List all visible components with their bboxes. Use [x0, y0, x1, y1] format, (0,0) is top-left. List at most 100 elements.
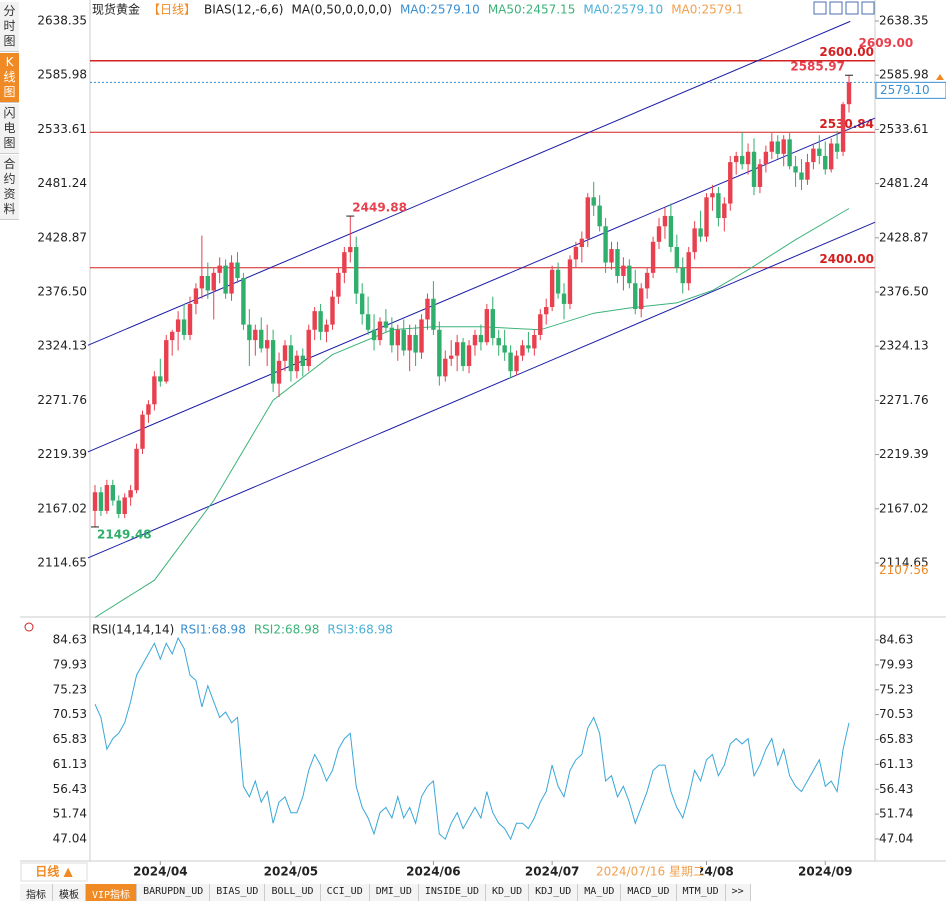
candle-body — [840, 104, 846, 152]
period-button-bg — [20, 862, 88, 882]
price-marker — [936, 74, 944, 80]
indicator-tab[interactable]: MACD_UD — [621, 884, 677, 901]
candle-body — [146, 404, 151, 415]
candle-body — [282, 345, 288, 361]
h-line-label: 2400.00 — [819, 252, 874, 266]
rsi-tick-label: 56.43 — [879, 782, 913, 796]
indicator-tab[interactable]: BARUPDN_UD — [137, 884, 211, 901]
crosshair-box — [592, 864, 700, 880]
candle-body — [365, 314, 371, 330]
y-tick-label: 2324.13 — [879, 339, 929, 353]
indicator-tab[interactable]: CCI_UD — [321, 884, 370, 901]
rsi-tick-label: 61.13 — [53, 757, 87, 771]
candle-body — [745, 151, 751, 165]
candle-body — [300, 355, 305, 367]
candle-body — [169, 331, 175, 341]
indicator-tab[interactable]: BOLL_UD — [265, 884, 321, 901]
candle-body — [484, 309, 490, 343]
rsi-tick-label: 75.23 — [879, 682, 913, 696]
candle-body — [270, 340, 276, 384]
indicator-tab[interactable]: DMI_UD — [370, 884, 419, 901]
candle-body — [846, 82, 852, 105]
candle-body — [466, 345, 472, 367]
candle-body — [294, 355, 300, 372]
candle-body — [633, 283, 638, 310]
y-tick-label: 2428.87 — [879, 230, 929, 244]
tool-button[interactable] — [813, 1, 827, 15]
indicator-tab[interactable]: KDJ_UD — [529, 884, 579, 901]
candle-body — [544, 307, 549, 315]
candle-body — [716, 193, 721, 219]
candle-body — [241, 278, 246, 325]
rsi-tick-label: 70.53 — [879, 707, 913, 721]
candle-body — [639, 288, 644, 310]
candle-body — [312, 311, 317, 330]
tool-button[interactable] — [829, 1, 843, 15]
candle-body — [674, 246, 680, 268]
candle-body — [223, 265, 228, 294]
indicator-tab[interactable]: BIAS_UD — [210, 884, 266, 901]
toolbar — [813, 1, 875, 15]
candle-body — [460, 342, 466, 367]
candle-body — [140, 414, 145, 449]
candle-body — [722, 203, 727, 219]
indicator-tab[interactable]: 指标 — [20, 884, 53, 901]
y-tick-label: 2114.65 — [879, 555, 929, 569]
channel-line — [87, 20, 851, 346]
candle-body — [229, 262, 234, 294]
candle-body — [134, 448, 139, 491]
candle-body — [449, 355, 454, 359]
sidebar-tab[interactable]: K线图 — [0, 53, 19, 103]
sidebar-tab[interactable]: 合约资料 — [0, 155, 19, 220]
y-tick-label: 2167.02 — [37, 501, 87, 515]
candle-body — [395, 329, 400, 346]
candle-body — [805, 162, 810, 180]
candle-body — [621, 265, 626, 276]
last-price-label: 2579.10 — [880, 83, 930, 97]
candle-body — [383, 321, 389, 328]
annotation: 2149.48 — [97, 527, 152, 541]
y-tick-label: 2481.24 — [879, 176, 929, 190]
candle-body — [122, 497, 127, 514]
y-tick-label: 2219.39 — [37, 447, 87, 461]
annotation: 2585.97 — [790, 60, 845, 74]
candle-body — [549, 269, 555, 308]
y-tick-label: 2324.13 — [37, 339, 87, 353]
candle-body — [413, 334, 418, 353]
rsi-label: RSI2:68.98 — [254, 623, 320, 637]
candle-body — [181, 319, 187, 335]
indicator-tab[interactable]: KD_UD — [486, 884, 530, 901]
rsi-tick-label: 84.63 — [879, 632, 913, 646]
indicator-tab[interactable]: MA_UD — [578, 884, 622, 901]
sidebar-tab[interactable]: 闪电图 — [0, 104, 19, 154]
indicator-tab[interactable]: VIP指标 — [86, 884, 138, 901]
crosshair-label: 2024/07/16 星期二 — [596, 865, 705, 879]
candle-body — [371, 329, 377, 341]
channel-line — [87, 117, 876, 453]
rsi-tick-label: 65.83 — [879, 732, 913, 746]
candle-body — [656, 226, 662, 242]
tool-button[interactable] — [861, 1, 875, 15]
rsi-tick-label: 65.83 — [53, 732, 87, 746]
candle-body — [104, 485, 110, 511]
candle-body — [116, 500, 121, 514]
candle-body — [567, 259, 573, 304]
settings-icon[interactable] — [24, 622, 34, 632]
ma-label: MA50:2457.15 — [488, 3, 576, 17]
y-tick-label: 2638.35 — [37, 14, 87, 28]
candle-body — [811, 148, 816, 163]
indicator-tab[interactable]: >> — [726, 884, 751, 901]
period-button[interactable]: 日线 ▲ — [35, 864, 73, 879]
indicator-tab[interactable]: INSIDE_UD — [419, 884, 487, 901]
channel-line — [87, 221, 876, 559]
rsi-tick-label: 51.74 — [879, 807, 913, 821]
sidebar-tab[interactable]: 分时图 — [0, 2, 19, 52]
candle-body — [496, 338, 501, 346]
candle-body — [193, 288, 199, 304]
candle-body — [288, 345, 294, 372]
candle-body — [419, 319, 424, 353]
indicator-tab[interactable]: MTM_UD — [677, 884, 726, 901]
indicator-tab[interactable]: 模板 — [53, 884, 86, 901]
tool-button[interactable] — [845, 1, 859, 15]
